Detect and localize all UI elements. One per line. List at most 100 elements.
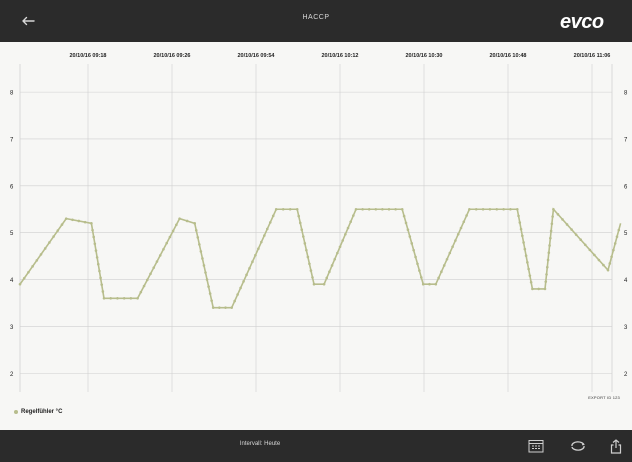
data-point [210,299,213,302]
data-point [204,271,207,274]
data-point [48,241,51,244]
data-point [330,264,334,267]
top-bar: HACCP evco [0,0,632,42]
chart-canvas: 2 2 3 3 4 4 5 5 6 6 7 7 8 8 20/10/16 09:18 20/10/16 09:… [10,53,628,392]
data-point [354,207,358,211]
data-point [419,276,423,279]
data-point [488,207,492,211]
data-point [502,207,505,211]
data-point [116,296,119,300]
data-point [100,283,104,286]
data-point [268,221,272,224]
data-point [546,258,550,262]
data-point [352,214,355,217]
data-point [381,207,384,211]
data-point [77,219,81,223]
data-point [550,222,554,226]
data-point [549,236,552,240]
data-point [202,264,206,267]
data-point [602,263,605,267]
data-point [101,290,105,293]
data-point [537,287,540,291]
data-point [298,221,302,225]
data-point [165,241,168,245]
share-button[interactable] [606,437,626,455]
data-point [325,276,329,280]
data-point [437,276,440,280]
data-point [515,207,519,211]
data-point [93,242,97,246]
data-point [94,249,98,252]
data-point [129,296,133,300]
data-point [481,207,485,211]
data-point [521,234,524,238]
data-point [518,221,522,224]
data-point [233,299,236,303]
data-point [517,214,520,218]
data-point [98,269,101,273]
data-point [565,223,569,226]
data-point [551,215,554,218]
series-line-regelfuehler [19,207,622,309]
data-point [474,207,478,211]
data-point [526,261,529,264]
data-point [185,219,189,223]
data-point [579,238,582,242]
data-point [99,276,102,280]
data-point [593,253,596,257]
data-point [615,235,619,239]
data-point [39,253,43,256]
data-point [448,251,452,255]
data-point [230,306,233,309]
data-point [400,207,404,211]
data-point [428,282,431,286]
data-point [305,248,308,252]
data-point [297,214,301,218]
y-tick-label-right: 6 [624,184,628,190]
data-point [544,280,548,283]
data-point [531,287,534,291]
refresh-button[interactable] [568,437,588,455]
data-point [412,248,415,252]
data-point [519,227,523,231]
data-point [193,222,197,225]
y-tick-label-right: 4 [624,278,628,284]
data-point [64,217,68,220]
data-point [142,284,146,288]
data-point [175,223,178,227]
data-point [22,276,26,280]
data-point [309,269,313,272]
data-point [308,262,311,266]
data-point [312,282,316,286]
legend-swatch [14,410,18,414]
data-point [31,265,34,268]
data-point [122,296,126,300]
data-point [92,235,95,239]
data-point [549,229,553,233]
data-point [194,229,198,232]
data-point [208,292,212,295]
haccp-chart: 2 2 3 3 4 4 5 5 6 6 7 7 8 8 20/10/16 09:18 20/10/16 09:… [0,42,632,430]
data-point [201,257,204,260]
data-point [418,269,421,272]
data-point [361,207,364,211]
data-point [522,241,525,244]
data-point [198,243,201,246]
calendar-icon [528,440,544,453]
data-point [83,220,87,224]
time-tick-label: 20/10/16 09:18 [69,53,106,59]
data-point [205,278,209,281]
data-point [71,218,74,222]
data-point [271,214,275,218]
data-point [561,218,564,221]
back-button[interactable] [16,10,40,32]
data-point [199,250,203,253]
data-point [574,233,578,236]
calendar-button[interactable] [526,437,546,455]
data-point [265,227,269,231]
data-point [529,280,533,284]
data-point [617,228,621,232]
data-point [60,223,64,226]
data-point [527,267,530,271]
y-tick-label-right: 2 [624,372,628,378]
